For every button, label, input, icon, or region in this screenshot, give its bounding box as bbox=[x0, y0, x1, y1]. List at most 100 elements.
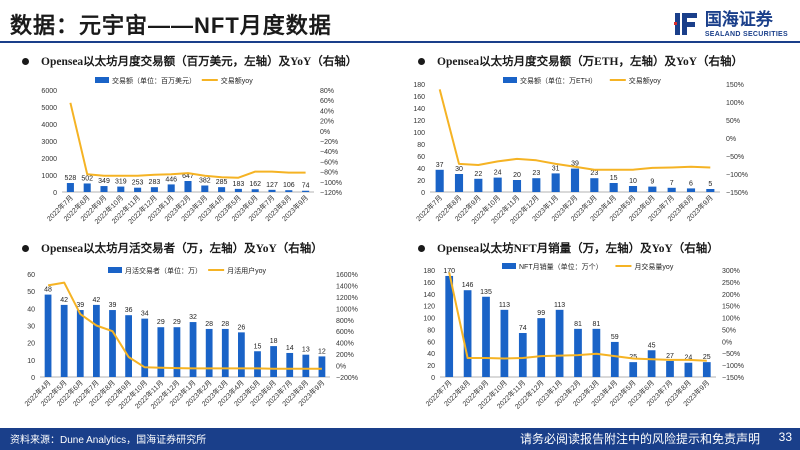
bar-value-label: 30 bbox=[455, 166, 463, 173]
bar-value-label: 34 bbox=[141, 311, 149, 318]
chart-monthly-volume-usd: 0 1000 2000 3000 4000 5000 6000 80% 60% 40% 20% 0% −… bbox=[41, 76, 342, 226]
bar-value-label: 39 bbox=[109, 302, 117, 309]
bar bbox=[234, 188, 242, 192]
chart-1-title: Opensea以太坊月度交易额（百万美元，左轴）及YoY（右轴） bbox=[22, 53, 357, 69]
bar bbox=[445, 275, 454, 377]
bar-value-label: 42 bbox=[60, 297, 68, 304]
left-axis-tick-label: 50 bbox=[27, 289, 35, 296]
left-axis-tick-label: 2000 bbox=[41, 156, 57, 163]
left-axis-tick-label: 0 bbox=[53, 190, 57, 197]
bar bbox=[44, 294, 52, 377]
right-axis-tick-label: 100% bbox=[726, 100, 744, 107]
bar bbox=[268, 189, 276, 192]
right-axis-tick-label: −150% bbox=[726, 190, 748, 197]
bar bbox=[532, 178, 541, 192]
left-axis-tick-label: 160 bbox=[423, 280, 435, 287]
bar-value-label: 99 bbox=[537, 310, 545, 317]
chart-3-title-text: Opensea以太坊月活交易者（万，左轴）及YoY（右轴） bbox=[41, 243, 323, 255]
bar bbox=[667, 187, 676, 192]
bar-value-label: 24 bbox=[494, 170, 502, 177]
left-axis-tick-label: 0 bbox=[31, 375, 35, 382]
bar-value-label: 23 bbox=[532, 170, 540, 177]
bar-value-label: 22 bbox=[474, 171, 482, 178]
bar bbox=[628, 186, 638, 192]
left-axis-tick-label: 40 bbox=[417, 166, 425, 173]
bar-value-label: 135 bbox=[480, 289, 492, 296]
bar bbox=[686, 188, 696, 192]
bullet-icon bbox=[22, 57, 29, 65]
left-axis-tick-label: 10 bbox=[27, 358, 35, 365]
left-axis-tick-label: 6000 bbox=[41, 88, 57, 95]
bar bbox=[93, 304, 100, 377]
bullet-icon bbox=[418, 244, 425, 252]
left-axis-tick-label: 5000 bbox=[41, 105, 57, 112]
right-axis-tick-label: 800% bbox=[336, 318, 354, 325]
bar bbox=[702, 362, 711, 377]
bar-value-label: 18 bbox=[270, 338, 278, 345]
bar-value-label: 10 bbox=[629, 178, 637, 185]
right-axis-tick-label: 1400% bbox=[336, 283, 358, 290]
bar bbox=[518, 333, 527, 377]
bar-value-label: 74 bbox=[519, 325, 527, 332]
left-axis-tick-label: 40 bbox=[27, 306, 35, 313]
bar bbox=[76, 310, 84, 377]
right-axis-tick-label: −80% bbox=[320, 170, 338, 177]
bar bbox=[666, 360, 674, 377]
bar bbox=[435, 169, 444, 192]
left-axis-tick-label: 30 bbox=[27, 324, 35, 331]
bar-value-label: 74 bbox=[302, 183, 310, 190]
chart-1-title-text: Opensea以太坊月度交易额（百万美元，左轴）及YoY（右轴） bbox=[41, 56, 358, 68]
bar bbox=[201, 185, 209, 192]
bar bbox=[238, 332, 245, 377]
bar-value-label: 6 bbox=[689, 180, 693, 187]
bar bbox=[254, 351, 261, 377]
bar-value-label: 127 bbox=[266, 182, 278, 189]
bar-value-label: 446 bbox=[165, 176, 177, 183]
footer-source: 资料来源：Dune Analytics，国海证券研究所 bbox=[10, 435, 207, 446]
legend-bar-label: 交易额（单位：万ETH） bbox=[520, 76, 597, 85]
left-axis-tick-label: 0 bbox=[431, 375, 435, 382]
yoy-line bbox=[448, 272, 707, 362]
bar bbox=[167, 184, 175, 192]
legend-bar-swatch bbox=[502, 263, 516, 269]
chart-4-title-text: Opensea以太坊NFT月销量（万，左轴）及YoY（右轴） bbox=[437, 243, 719, 255]
bar bbox=[555, 309, 564, 377]
bar bbox=[134, 187, 142, 192]
bar bbox=[629, 362, 638, 377]
bar bbox=[83, 183, 91, 192]
bar-value-label: 9 bbox=[650, 179, 654, 186]
right-axis-tick-label: 50% bbox=[722, 327, 736, 334]
bar bbox=[286, 352, 294, 377]
bar bbox=[302, 190, 310, 192]
bullet-icon bbox=[418, 57, 425, 65]
bar bbox=[205, 328, 213, 377]
bar bbox=[493, 177, 502, 192]
bar bbox=[537, 318, 546, 377]
right-axis-tick-label: 200% bbox=[722, 292, 740, 299]
bar-value-label: 81 bbox=[593, 321, 601, 328]
bar-value-label: 183 bbox=[233, 181, 245, 188]
left-axis-tick-label: 120 bbox=[423, 304, 435, 311]
bar-value-label: 23 bbox=[590, 170, 598, 177]
right-axis-tick-label: 150% bbox=[722, 304, 740, 311]
right-axis-tick-label: −150% bbox=[722, 375, 744, 382]
bar bbox=[706, 189, 715, 192]
legend-bar-label: NFT月销量（单位：万个） bbox=[519, 262, 603, 271]
right-axis-tick-label: −200% bbox=[336, 375, 358, 382]
right-axis-tick-label: 40% bbox=[320, 108, 334, 115]
bar-value-label: 5 bbox=[708, 181, 712, 188]
bar-value-label: 13 bbox=[302, 347, 310, 354]
header-divider bbox=[0, 41, 800, 43]
left-axis-tick-label: 140 bbox=[423, 292, 435, 299]
bar-value-label: 36 bbox=[125, 307, 133, 314]
bar bbox=[590, 178, 599, 192]
left-axis-tick-label: 3000 bbox=[41, 139, 57, 146]
bar bbox=[482, 296, 490, 377]
left-axis-tick-label: 1000 bbox=[41, 173, 57, 180]
left-axis-tick-label: 20 bbox=[27, 341, 35, 348]
right-axis-tick-label: −100% bbox=[320, 180, 342, 187]
footer: 资料来源：Dune Analytics，国海证券研究所 请务必阅读报告附注中的风… bbox=[0, 428, 800, 450]
right-axis-tick-label: 300% bbox=[722, 268, 740, 275]
bar-value-label: 12 bbox=[318, 348, 326, 355]
bar-value-label: 106 bbox=[283, 182, 295, 189]
